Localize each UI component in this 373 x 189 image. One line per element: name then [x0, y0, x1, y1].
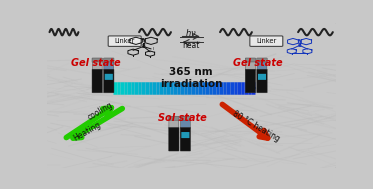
Text: 80 °C heating: 80 °C heating	[231, 110, 281, 144]
Text: Gel state: Gel state	[71, 58, 120, 68]
FancyBboxPatch shape	[92, 62, 102, 70]
Text: I: I	[153, 47, 154, 51]
FancyBboxPatch shape	[257, 69, 267, 93]
FancyBboxPatch shape	[104, 62, 114, 70]
FancyBboxPatch shape	[169, 127, 179, 151]
FancyBboxPatch shape	[92, 69, 103, 93]
FancyBboxPatch shape	[257, 58, 267, 62]
Text: N: N	[141, 38, 145, 43]
FancyBboxPatch shape	[181, 132, 189, 138]
Text: N: N	[297, 39, 302, 44]
Text: Sol state: Sol state	[158, 113, 207, 123]
FancyBboxPatch shape	[258, 74, 266, 80]
Text: Gel state: Gel state	[233, 58, 282, 68]
FancyBboxPatch shape	[181, 120, 190, 129]
FancyBboxPatch shape	[169, 116, 179, 121]
Text: 365 nm
irradiation: 365 nm irradiation	[160, 67, 222, 89]
FancyBboxPatch shape	[104, 69, 114, 93]
Text: B: B	[142, 44, 145, 49]
FancyBboxPatch shape	[108, 36, 141, 46]
Text: cooling: cooling	[86, 100, 114, 122]
Text: $h\nu$: $h\nu$	[185, 27, 197, 38]
Text: B: B	[298, 43, 301, 48]
FancyBboxPatch shape	[180, 127, 191, 151]
Text: Linker: Linker	[115, 38, 135, 44]
FancyBboxPatch shape	[245, 62, 256, 70]
FancyBboxPatch shape	[180, 116, 191, 121]
FancyBboxPatch shape	[169, 120, 179, 129]
Text: Linker: Linker	[256, 38, 276, 44]
FancyBboxPatch shape	[250, 36, 283, 46]
FancyBboxPatch shape	[245, 69, 256, 93]
FancyBboxPatch shape	[104, 58, 114, 62]
FancyBboxPatch shape	[245, 58, 256, 62]
Text: Heating: Heating	[72, 120, 103, 143]
FancyBboxPatch shape	[92, 58, 103, 62]
FancyBboxPatch shape	[257, 62, 267, 70]
FancyBboxPatch shape	[105, 74, 113, 80]
Text: heat: heat	[182, 41, 200, 50]
